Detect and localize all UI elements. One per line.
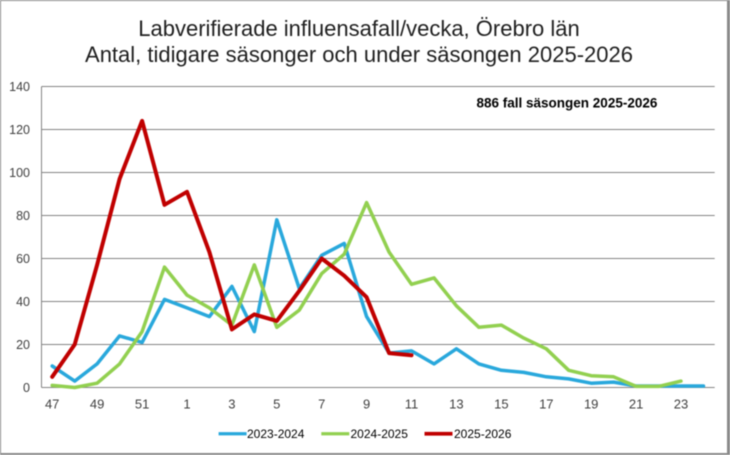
svg-text:23: 23 (674, 397, 688, 412)
svg-text:17: 17 (539, 397, 553, 412)
svg-text:2025-2026: 2025-2026 (454, 427, 512, 441)
svg-text:886 fall säsongen 2025-2026: 886 fall säsongen 2025-2026 (477, 96, 658, 111)
svg-text:20: 20 (16, 338, 30, 352)
svg-text:1: 1 (183, 397, 190, 412)
svg-text:100: 100 (9, 166, 30, 180)
svg-text:9: 9 (363, 397, 370, 412)
svg-text:80: 80 (16, 209, 30, 223)
svg-text:13: 13 (449, 397, 463, 412)
svg-text:21: 21 (629, 397, 643, 412)
svg-text:40: 40 (16, 295, 30, 309)
svg-text:51: 51 (135, 397, 149, 412)
svg-text:19: 19 (584, 397, 598, 412)
svg-text:120: 120 (9, 123, 30, 137)
svg-text:60: 60 (16, 252, 30, 266)
svg-text:47: 47 (45, 397, 59, 412)
svg-text:5: 5 (273, 397, 280, 412)
svg-text:3: 3 (228, 397, 235, 412)
svg-text:2024-2025: 2024-2025 (351, 427, 409, 441)
svg-text:7: 7 (318, 397, 325, 412)
svg-text:0: 0 (23, 381, 30, 395)
svg-text:11: 11 (405, 397, 419, 412)
svg-text:2023-2024: 2023-2024 (247, 427, 305, 441)
svg-text:140: 140 (9, 80, 30, 94)
svg-text:49: 49 (90, 397, 104, 412)
svg-text:15: 15 (494, 397, 508, 412)
